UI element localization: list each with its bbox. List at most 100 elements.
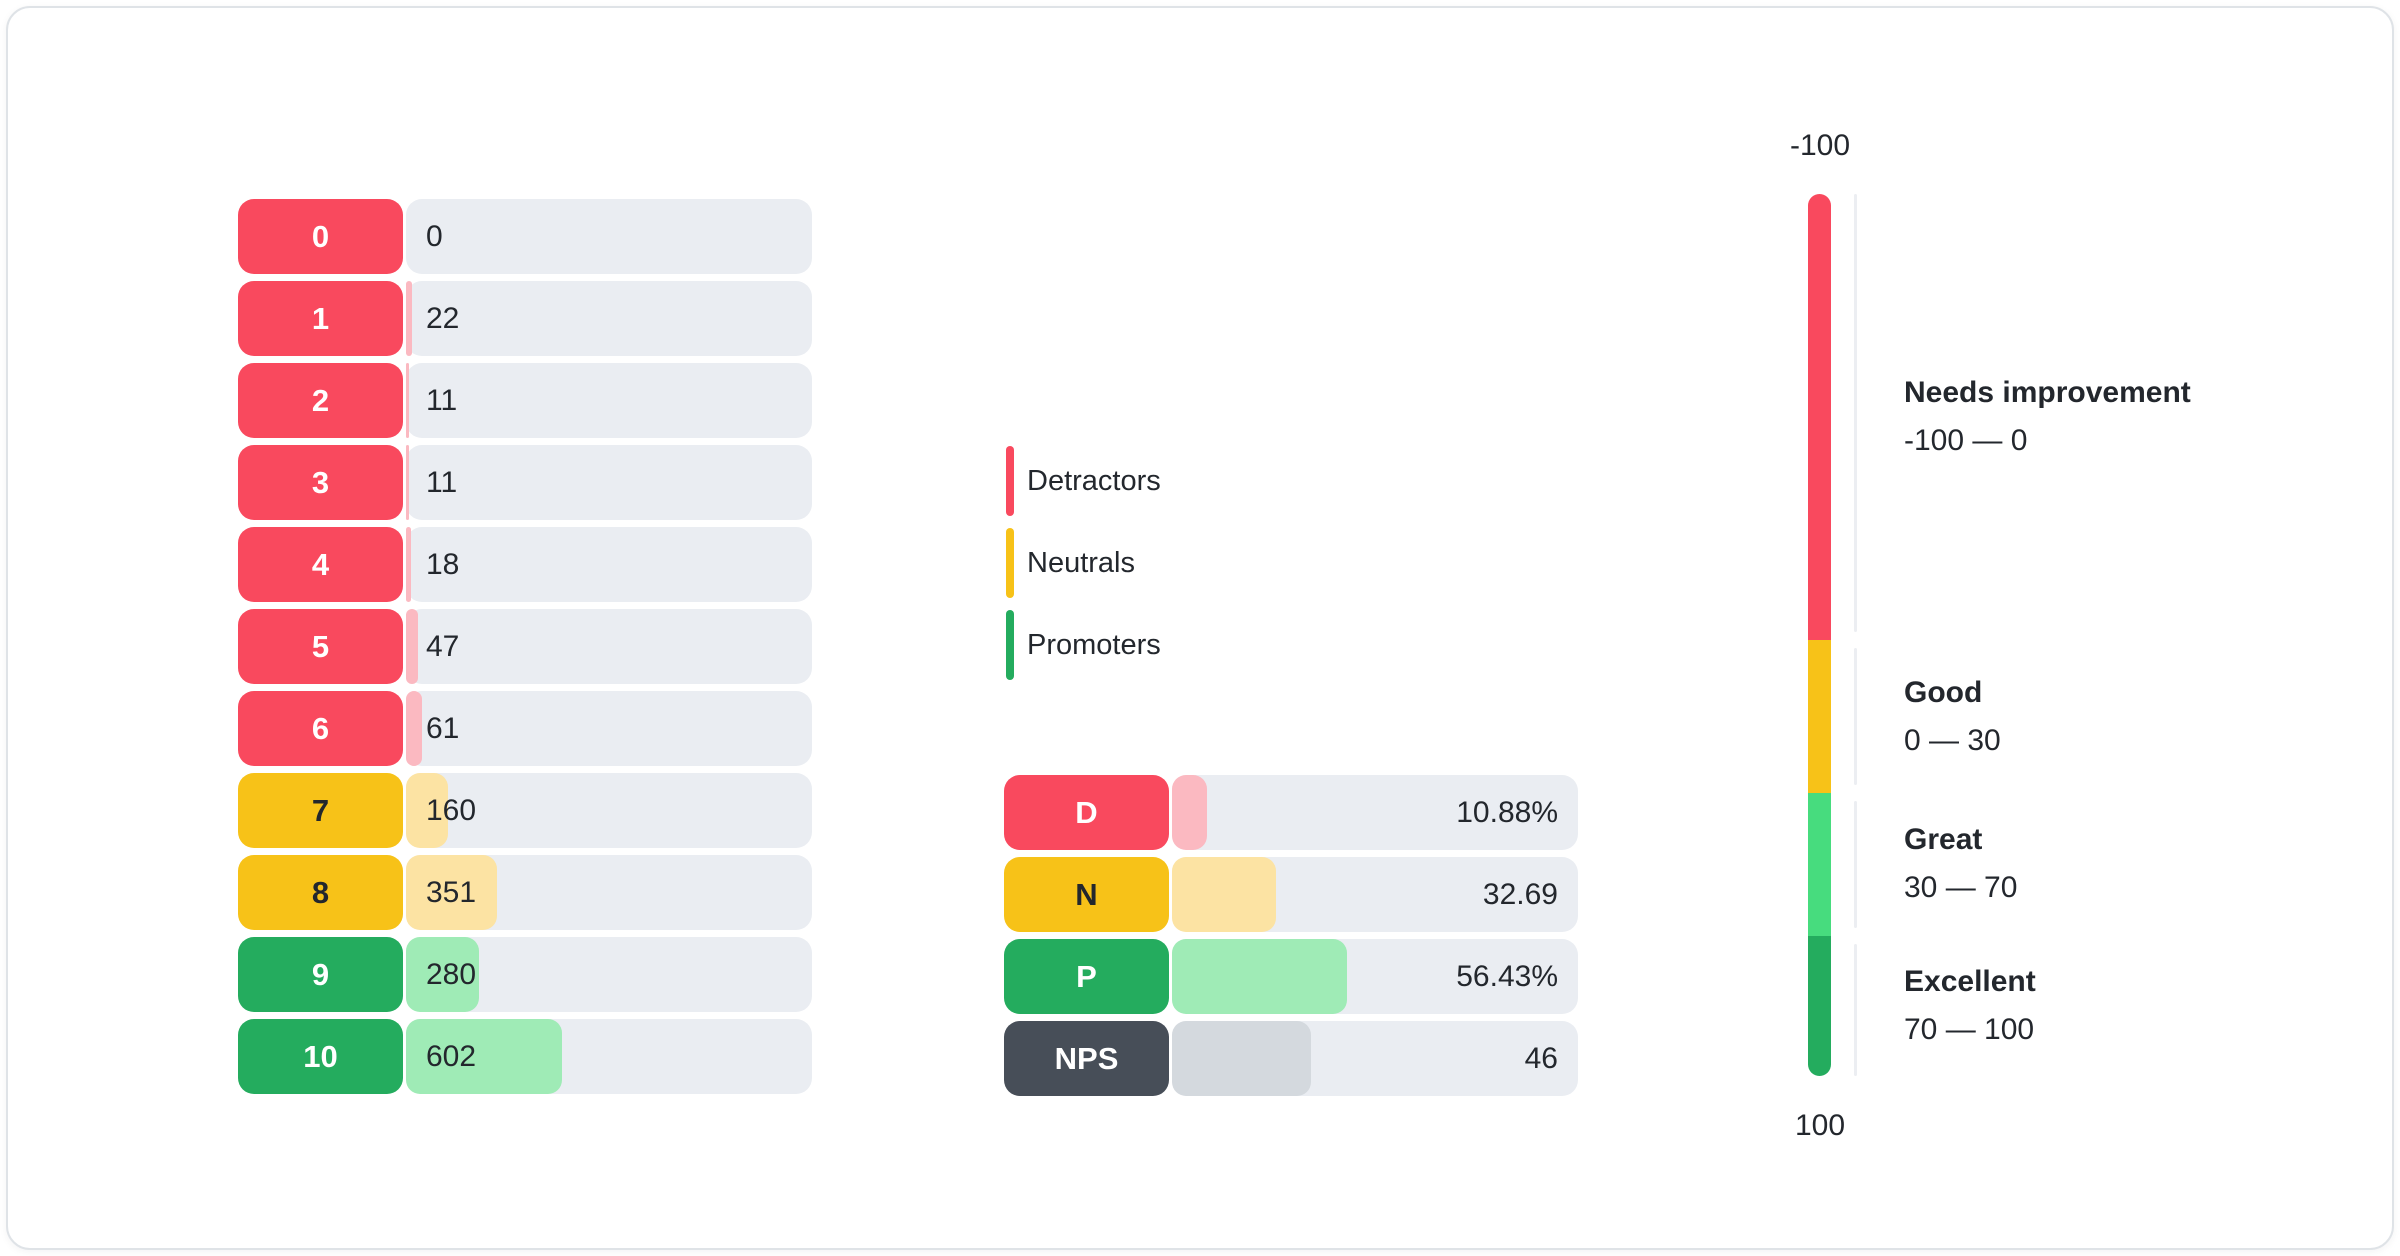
bar-row: 10 602 xyxy=(238,1019,812,1094)
row-value: 32.69 xyxy=(1482,877,1558,911)
legend-label: Detractors xyxy=(1027,464,1161,497)
row-value: 0 xyxy=(426,219,443,253)
row-pill-label: 10 xyxy=(303,1039,338,1074)
gauge-top-label: -100 xyxy=(1789,129,1851,162)
row-pill: 1 xyxy=(238,281,403,356)
row-value: 56.43% xyxy=(1456,959,1558,993)
gauge-segment xyxy=(1808,935,1831,1076)
gauge-zone-name: Good xyxy=(1904,675,1983,709)
gauge-segment xyxy=(1808,792,1831,936)
gauge-axis-line xyxy=(1854,943,1857,1076)
gauge-segment xyxy=(1808,194,1831,641)
row-track: 10.88% xyxy=(1172,775,1578,850)
bar-row: 7 160 xyxy=(238,773,812,848)
row-pill-label: NPS xyxy=(1054,1041,1119,1076)
row-track: 351 xyxy=(406,855,812,930)
row-pill: 5 xyxy=(238,609,403,684)
row-value: 10.88% xyxy=(1456,795,1558,829)
row-fill xyxy=(406,527,411,602)
row-track: 11 xyxy=(406,445,812,520)
row-value: 11 xyxy=(426,465,458,499)
bar-row: 8 351 xyxy=(238,855,812,930)
row-value: 602 xyxy=(426,1039,477,1073)
row-pill: 8 xyxy=(238,855,403,930)
row-pill-label: 5 xyxy=(311,629,330,664)
bar-row: D 10.88% xyxy=(1004,775,1578,850)
legend-item: Neutrals xyxy=(1006,528,1161,598)
row-fill xyxy=(406,281,412,356)
row-fill xyxy=(406,609,419,684)
bar-row: 5 47 xyxy=(238,609,812,684)
legend-item: Promoters xyxy=(1006,610,1161,680)
row-value: 46 xyxy=(1524,1041,1558,1075)
row-track: 602 xyxy=(406,1019,812,1094)
row-pill: 6 xyxy=(238,691,403,766)
row-fill xyxy=(406,773,448,848)
bar-row: P 56.43% xyxy=(1004,939,1578,1014)
row-track: 22 xyxy=(406,281,812,356)
row-pill: 4 xyxy=(238,527,403,602)
row-fill xyxy=(406,937,479,1012)
row-pill-label: 6 xyxy=(311,711,330,746)
row-pill-label: D xyxy=(1075,795,1098,830)
row-fill xyxy=(1172,857,1277,932)
legend-marker-icon xyxy=(1006,446,1014,516)
bar-row: 1 22 xyxy=(238,281,812,356)
legend-marker-icon xyxy=(1006,528,1014,598)
legend: Detractors Neutrals Promoters xyxy=(1006,446,1161,692)
row-pill-label: N xyxy=(1075,877,1098,912)
row-pill-label: 7 xyxy=(311,793,330,828)
row-pill: D xyxy=(1004,775,1169,850)
row-pill-label: 1 xyxy=(311,301,330,336)
gauge-zone-name: Excellent xyxy=(1904,964,2036,998)
gauge-zone-label: Needs improvement -100 — 0 xyxy=(1904,376,2191,458)
row-pill: 3 xyxy=(238,445,403,520)
nps-gauge-bar xyxy=(1808,194,1831,1076)
row-pill: 0 xyxy=(238,199,403,274)
row-pill: 10 xyxy=(238,1019,403,1094)
gauge-zone-label: Good 0 — 30 xyxy=(1904,676,2001,758)
gauge-zone-range: 0 — 30 xyxy=(1904,723,2001,757)
row-value: 18 xyxy=(426,547,460,581)
row-value: 11 xyxy=(426,383,458,417)
score-distribution-chart: 0 0 1 22 2 11 3 11 4 xyxy=(238,199,812,1101)
gauge-zone-range: 30 — 70 xyxy=(1904,871,2018,905)
row-value: 351 xyxy=(426,875,477,909)
row-track: 280 xyxy=(406,937,812,1012)
row-track: 61 xyxy=(406,691,812,766)
row-value: 61 xyxy=(426,711,460,745)
gauge-zone-range: -100 — 0 xyxy=(1904,424,2028,458)
bar-row: N 32.69 xyxy=(1004,857,1578,932)
bar-row: 3 11 xyxy=(238,445,812,520)
row-track: 0 xyxy=(406,199,812,274)
row-pill-label: 4 xyxy=(311,547,330,582)
legend-marker-icon xyxy=(1006,610,1014,680)
nps-card: 0 0 1 22 2 11 3 11 4 xyxy=(6,6,2394,1250)
gauge-axis-line xyxy=(1854,194,1857,633)
bar-row: 4 18 xyxy=(238,527,812,602)
row-pill: 2 xyxy=(238,363,403,438)
bar-row: NPS 46 xyxy=(1004,1021,1578,1096)
gauge-zone-name: Needs improvement xyxy=(1904,376,2191,410)
row-pill: P xyxy=(1004,939,1169,1014)
row-fill xyxy=(1172,939,1347,1014)
row-pill-label: 0 xyxy=(311,219,330,254)
row-pill-label: 8 xyxy=(311,875,330,910)
row-track: 32.69 xyxy=(1172,857,1578,932)
gauge-zone-label: Excellent 70 — 100 xyxy=(1904,965,2036,1047)
row-pill: NPS xyxy=(1004,1021,1169,1096)
gauge-bottom-label: 100 xyxy=(1794,1109,1846,1142)
row-value: 160 xyxy=(426,793,477,827)
legend-item: Detractors xyxy=(1006,446,1161,516)
gauge-axis-line xyxy=(1854,800,1857,928)
row-track: 18 xyxy=(406,527,812,602)
row-track: 47 xyxy=(406,609,812,684)
legend-label: Promoters xyxy=(1027,628,1161,661)
row-pill: 9 xyxy=(238,937,403,1012)
gauge-zone-label: Great 30 — 70 xyxy=(1904,823,2017,905)
row-fill xyxy=(406,855,498,930)
row-pill: 7 xyxy=(238,773,403,848)
bar-row: 9 280 xyxy=(238,937,812,1012)
bar-row: 6 61 xyxy=(238,691,812,766)
row-track: 46 xyxy=(1172,1021,1578,1096)
